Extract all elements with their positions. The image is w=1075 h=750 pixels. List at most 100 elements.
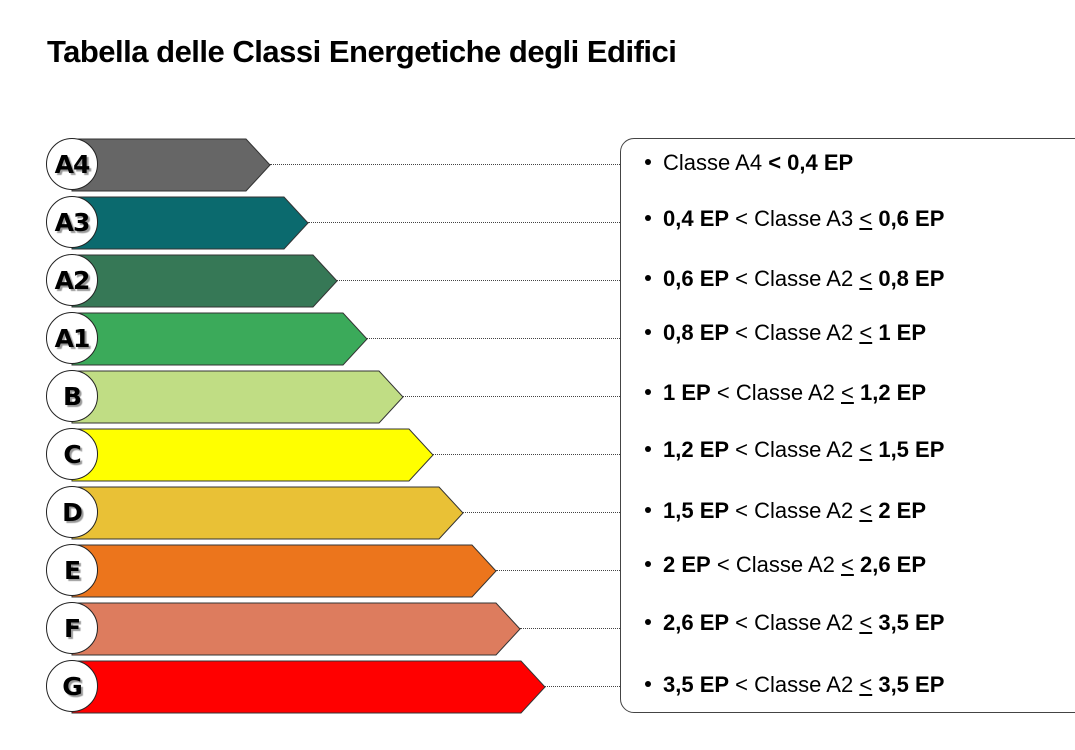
leader-line — [270, 164, 620, 165]
range-lower: 2,6 EP — [663, 610, 730, 635]
class-badge: A2 — [46, 254, 98, 306]
range-lower-op: < — [735, 437, 749, 462]
class-badge: B — [46, 370, 98, 422]
range-upper: 0,8 EP — [878, 266, 945, 291]
range-upper-op: < — [859, 320, 873, 345]
range-upper: 1,2 EP — [859, 380, 927, 405]
class-row-g: G — [0, 660, 620, 714]
range-upper-op: < — [859, 610, 873, 635]
range-class: Classe A2 — [754, 266, 854, 291]
range-lower-op: < — [735, 610, 749, 635]
ranges-panel — [620, 138, 1075, 713]
range-lower-op: < — [716, 552, 730, 577]
class-row-a3: A3 — [0, 196, 620, 250]
leader-line — [308, 222, 620, 223]
leader-line — [496, 570, 620, 571]
range-lower-op: < — [716, 380, 730, 405]
range-upper-op: < — [841, 380, 854, 405]
range-upper: 1 EP — [878, 320, 927, 345]
range-upper: 2,6 EP — [859, 552, 927, 577]
range-upper-op: < — [859, 498, 873, 523]
bullet-icon — [645, 507, 651, 514]
range-item: 1,5 EP < Classe A2 < 2 EP — [645, 498, 926, 524]
bullet-icon — [645, 329, 651, 336]
range-class: Classe A2 — [735, 552, 835, 577]
class-badge: D — [46, 486, 98, 538]
range-lower-op: < — [735, 498, 749, 523]
range-item: 0,4 EP < Classe A3 < 0,6 EP — [645, 206, 944, 232]
range-class: Classe A2 — [735, 380, 835, 405]
class-row-a4: A4 — [0, 138, 620, 192]
bullet-icon — [645, 215, 651, 222]
range-class: Classe A2 — [754, 498, 854, 523]
range-lower-op: < — [735, 206, 749, 231]
class-row-f: F — [0, 602, 620, 656]
leader-line — [545, 686, 620, 687]
class-row-d: D — [0, 486, 620, 540]
leader-line — [367, 338, 620, 339]
page-title: Tabella delle Classi Energetiche degli E… — [47, 34, 677, 69]
bullet-icon — [645, 681, 651, 688]
bullet-icon — [645, 446, 651, 453]
range-item: Classe A4 < 0,4 EP — [645, 150, 853, 176]
range-lower-op: < — [735, 320, 749, 345]
range-lower: 1,5 EP — [663, 498, 730, 523]
range-upper: 3,5 EP — [878, 672, 945, 697]
range-item: 3,5 EP < Classe A2 < 3,5 EP — [645, 672, 944, 698]
class-row-b: B — [0, 370, 620, 424]
class-row-a1: A1 — [0, 312, 620, 366]
range-item: 2 EP < Classe A2 < 2,6 EP — [645, 552, 926, 578]
range-lower: 1,2 EP — [663, 437, 730, 462]
range-class: Classe A2 — [754, 672, 854, 697]
range-lower-op: < — [735, 672, 749, 697]
range-item: 0,6 EP < Classe A2 < 0,8 EP — [645, 266, 944, 292]
bullet-icon — [645, 159, 651, 166]
range-item: 1 EP < Classe A2 < 1,2 EP — [645, 380, 926, 406]
range-item: 0,8 EP < Classe A2 < 1 EP — [645, 320, 926, 346]
range-class: Classe A4 — [663, 150, 763, 175]
class-badge: E — [46, 544, 98, 596]
range-lower: 2 EP — [663, 552, 711, 577]
leader-line — [403, 396, 620, 397]
class-badge: A1 — [46, 312, 98, 364]
range-item: 2,6 EP < Classe A2 < 3,5 EP — [645, 610, 944, 636]
range-upper: 2 EP — [878, 498, 927, 523]
range-lower: 0,8 EP — [663, 320, 730, 345]
range-upper-op: < — [841, 552, 854, 577]
class-row-c: C — [0, 428, 620, 482]
range-upper-op: < — [768, 150, 782, 175]
class-badge: A4 — [46, 138, 98, 190]
bullet-icon — [645, 619, 651, 626]
range-lower: 3,5 EP — [663, 672, 730, 697]
bullet-icon — [645, 561, 651, 568]
range-lower: 0,6 EP — [663, 266, 730, 291]
range-upper-op: < — [859, 266, 873, 291]
range-lower-op: < — [735, 266, 749, 291]
class-badge: C — [46, 428, 98, 480]
range-upper: 0,4 EP — [787, 150, 854, 175]
range-class: Classe A2 — [754, 610, 854, 635]
class-row-a2: A2 — [0, 254, 620, 308]
range-upper-op: < — [859, 672, 873, 697]
range-lower: 1 EP — [663, 380, 711, 405]
range-item: 1,2 EP < Classe A2 < 1,5 EP — [645, 437, 944, 463]
range-class: Classe A2 — [754, 437, 854, 462]
class-badge: G — [46, 660, 98, 712]
leader-line — [337, 280, 620, 281]
range-class: Classe A3 — [754, 206, 854, 231]
range-upper: 3,5 EP — [878, 610, 945, 635]
class-badge: F — [46, 602, 98, 654]
class-row-e: E — [0, 544, 620, 598]
bullet-icon — [645, 389, 651, 396]
leader-line — [520, 628, 620, 629]
range-upper-op: < — [859, 437, 873, 462]
range-upper: 1,5 EP — [878, 437, 945, 462]
range-lower: 0,4 EP — [663, 206, 730, 231]
leader-line — [433, 454, 620, 455]
range-upper: 0,6 EP — [878, 206, 945, 231]
class-badge: A3 — [46, 196, 98, 248]
range-upper-op: < — [859, 206, 873, 231]
leader-line — [463, 512, 620, 513]
bullet-icon — [645, 275, 651, 282]
range-class: Classe A2 — [754, 320, 854, 345]
